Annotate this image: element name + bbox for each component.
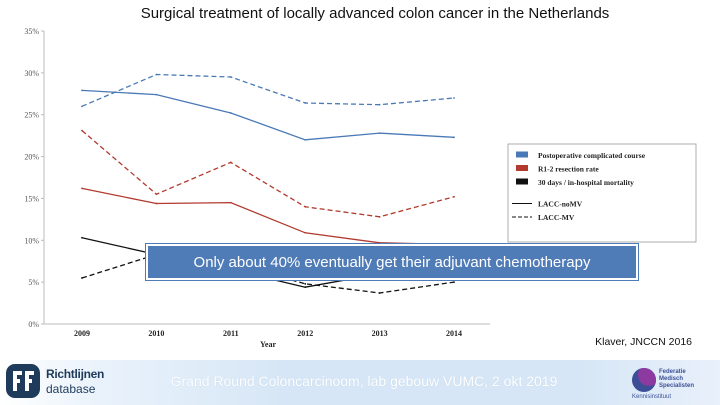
series-line [81, 89, 455, 141]
data-point [378, 103, 381, 106]
footer-bar [0, 360, 720, 405]
data-point [304, 102, 307, 104]
logo-symbol-icon [6, 364, 40, 398]
data-point [155, 202, 158, 205]
legend-swatch [516, 178, 528, 185]
chart-legend: Postoperative complicated course R1-2 res… [507, 143, 697, 243]
y-tick-label: 35% [24, 27, 39, 36]
y-tick-label: 30% [24, 69, 39, 78]
data-point [81, 236, 83, 239]
data-point [378, 215, 381, 218]
richtlijnendatabase-logo: Richtlijnen database [4, 362, 104, 402]
legend-swatch [516, 151, 528, 158]
logo-line-1: Richtlijnen [46, 367, 105, 381]
legend-label: R1-2 resection rate [538, 165, 599, 174]
data-point [453, 281, 455, 284]
data-point [304, 205, 307, 208]
data-point [81, 187, 83, 190]
slide-title: Surgical treatment of locally advanced c… [140, 5, 610, 22]
fms-tagline: Kennisinstituut [632, 394, 672, 400]
fms-line-2: Medisch [659, 376, 684, 382]
x-tick-label: 2011 [223, 329, 239, 338]
legend-box [507, 143, 697, 243]
data-point [304, 231, 307, 234]
data-point [81, 129, 83, 132]
line-chart: 0%5%10%15%20%25%30%35% 2009 2010 2011 2012 2… [24, 27, 697, 349]
callout-banner: Only about 40% eventually get their adju… [146, 244, 638, 280]
footer-text: Grand Round Coloncarcinoom, lab gebouw V… [170, 373, 558, 389]
series-line [81, 73, 455, 107]
data-point [453, 136, 455, 139]
y-tick-label: 10% [24, 236, 39, 245]
series-line [81, 187, 455, 246]
logo-line-2: database [46, 382, 96, 396]
data-point [304, 282, 307, 285]
citation: Klaver, JNCCN 2016 [595, 336, 692, 348]
x-tick-label: 2013 [372, 329, 388, 338]
legend-label: Postoperative complicated course [538, 151, 646, 160]
x-tick-label: 2014 [446, 329, 462, 338]
legend-label: LACC-MV [538, 213, 575, 222]
data-point [229, 112, 232, 114]
legend-label: LACC-noMV [538, 200, 583, 209]
y-tick-label: 0% [28, 320, 39, 329]
series-group [81, 73, 455, 294]
data-point [229, 201, 232, 204]
fms-line-1: Federatie [659, 369, 686, 375]
data-point [304, 286, 307, 289]
data-point [81, 105, 83, 108]
data-point [378, 132, 381, 135]
data-point [155, 93, 158, 96]
data-point [453, 195, 455, 198]
fms-mark-icon [632, 368, 656, 392]
series-line [81, 253, 455, 294]
fms-logo: Federatie Medisch Specialisten Kennisins… [632, 363, 704, 403]
data-point [81, 277, 83, 279]
legend-swatch [516, 165, 528, 171]
x-tick-label: 2010 [148, 329, 164, 338]
y-tick-label: 5% [28, 278, 39, 287]
legend-label: 30 days / in-hospital mortality [538, 178, 634, 187]
y-tick-label: 20% [24, 153, 39, 162]
data-point [155, 73, 158, 76]
data-point [229, 161, 232, 164]
x-tick-label: 2012 [297, 329, 313, 338]
data-point [378, 292, 381, 294]
x-axis-label: Year [260, 340, 276, 349]
y-tick-label: 15% [24, 194, 39, 203]
x-axis: 2009 2010 2011 2012 2013 2014 Year [74, 329, 462, 349]
plot-area [43, 31, 490, 325]
data-point [155, 193, 158, 196]
data-point [229, 76, 232, 78]
data-point [378, 241, 381, 244]
fms-line-3: Specialisten [659, 383, 695, 389]
series-line [81, 130, 455, 218]
data-point [304, 138, 307, 141]
y-axis: 0% 5% 10% 15% 20% 25% 30% 35% [24, 27, 44, 329]
y-tick-label: 25% [24, 111, 39, 120]
x-tick-label: 2009 [74, 329, 90, 338]
data-point [453, 97, 455, 99]
data-point [81, 89, 83, 92]
